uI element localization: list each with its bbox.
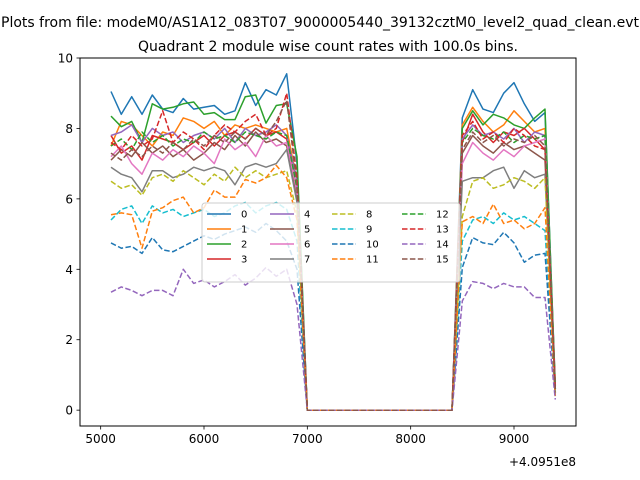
figure-suptitle: Plots from file: modeM0/AS1A12_083T07_90… (1, 15, 639, 31)
y-tick-label: 0 (65, 404, 73, 418)
x-tick-label: 5000 (85, 432, 116, 446)
legend-label: 15 (436, 255, 449, 266)
legend-label: 4 (304, 210, 310, 221)
legend-label: 1 (241, 225, 247, 236)
legend-label: 5 (304, 225, 310, 236)
legend-label: 9 (366, 225, 372, 236)
plot-frame (79, 57, 577, 427)
y-axis: 0 2 4 6 8 10 (58, 52, 80, 418)
plot-area (79, 57, 577, 427)
legend-label: 10 (366, 240, 379, 251)
x-tick-label: 7000 (292, 432, 323, 446)
legend-label: 3 (241, 255, 247, 266)
legend-label: 8 (366, 210, 372, 221)
y-tick-label: 2 (65, 333, 73, 347)
y-tick-label: 8 (65, 122, 73, 136)
y-tick-label: 4 (65, 263, 73, 277)
series-line-10 (110, 222, 557, 411)
x-tick-label: 9000 (499, 432, 530, 446)
legend-label: 0 (241, 210, 247, 221)
legend-label: 2 (241, 240, 247, 251)
chart-title: Quadrant 2 module wise count rates with … (138, 39, 518, 55)
series-line-15 (110, 99, 557, 411)
x-offset-label: +4.0951e8 (509, 455, 576, 469)
x-axis: 5000 6000 7000 8000 9000 (85, 426, 529, 446)
legend-label: 12 (436, 210, 449, 221)
legend-box (201, 202, 461, 283)
y-tick-label: 6 (65, 192, 73, 206)
legend-label: 14 (436, 240, 449, 251)
legend-label: 13 (436, 225, 449, 236)
x-tick-label: 6000 (189, 432, 220, 446)
series-line-11 (110, 164, 557, 411)
x-tick-label: 8000 (395, 432, 426, 446)
legend-label: 11 (366, 255, 379, 266)
series-line-14 (110, 266, 557, 411)
legend-label: 7 (304, 255, 310, 266)
legend-label: 6 (304, 240, 310, 251)
y-tick-label: 10 (58, 52, 73, 66)
